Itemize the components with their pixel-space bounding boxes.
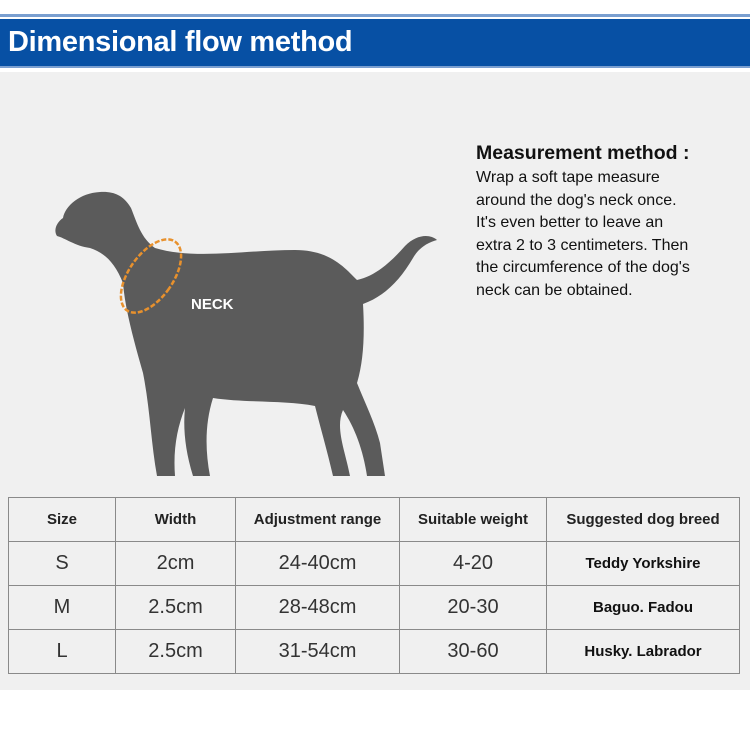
cell-breed: Baguo. Fadou (546, 585, 740, 630)
cell-breed: Teddy Yorkshire (546, 541, 740, 586)
cell-size: L (8, 629, 116, 674)
cell-range: 24-40cm (235, 541, 400, 586)
neck-label: NECK (191, 296, 234, 313)
cell-size: M (8, 585, 116, 630)
cell-size: S (8, 541, 116, 586)
table-row: L 2.5cm 31-54cm 30-60 Husky. Labrador (8, 629, 740, 674)
header-width: Width (115, 497, 236, 542)
cell-range: 28-48cm (235, 585, 400, 630)
cell-width: 2.5cm (115, 585, 236, 630)
title-banner: Dimensional flow method (0, 19, 750, 68)
header-adjustment-range: Adjustment range (235, 497, 400, 542)
cell-range: 31-54cm (235, 629, 400, 674)
dog-illustration: NECK (55, 191, 437, 476)
cell-weight: 20-30 (399, 585, 547, 630)
method-heading: Measurement method : (476, 142, 690, 164)
measurement-method: Measurement method : Wrap a soft tape me… (476, 142, 746, 302)
cell-weight: 30-60 (399, 629, 547, 674)
header-suggested-breed: Suggested dog breed (546, 497, 740, 542)
cell-weight: 4-20 (399, 541, 547, 586)
cell-width: 2.5cm (115, 629, 236, 674)
header-suitable-weight: Suitable weight (399, 497, 547, 542)
table-header-row: Size Width Adjustment range Suitable wei… (8, 497, 740, 542)
top-rule (0, 14, 750, 17)
dog-silhouette (55, 191, 437, 476)
cell-width: 2cm (115, 541, 236, 586)
size-table: Size Width Adjustment range Suitable wei… (8, 497, 740, 674)
header-size: Size (8, 497, 116, 542)
page-title: Dimensional flow method (8, 26, 353, 58)
cell-breed: Husky. Labrador (546, 629, 740, 674)
neck-tape (119, 238, 183, 314)
table-row: M 2.5cm 28-48cm 20-30 Baguo. Fadou (8, 585, 740, 630)
table-row: S 2cm 24-40cm 4-20 Teddy Yorkshire (8, 541, 740, 586)
method-text: Wrap a soft tape measure around the dog'… (476, 169, 690, 299)
